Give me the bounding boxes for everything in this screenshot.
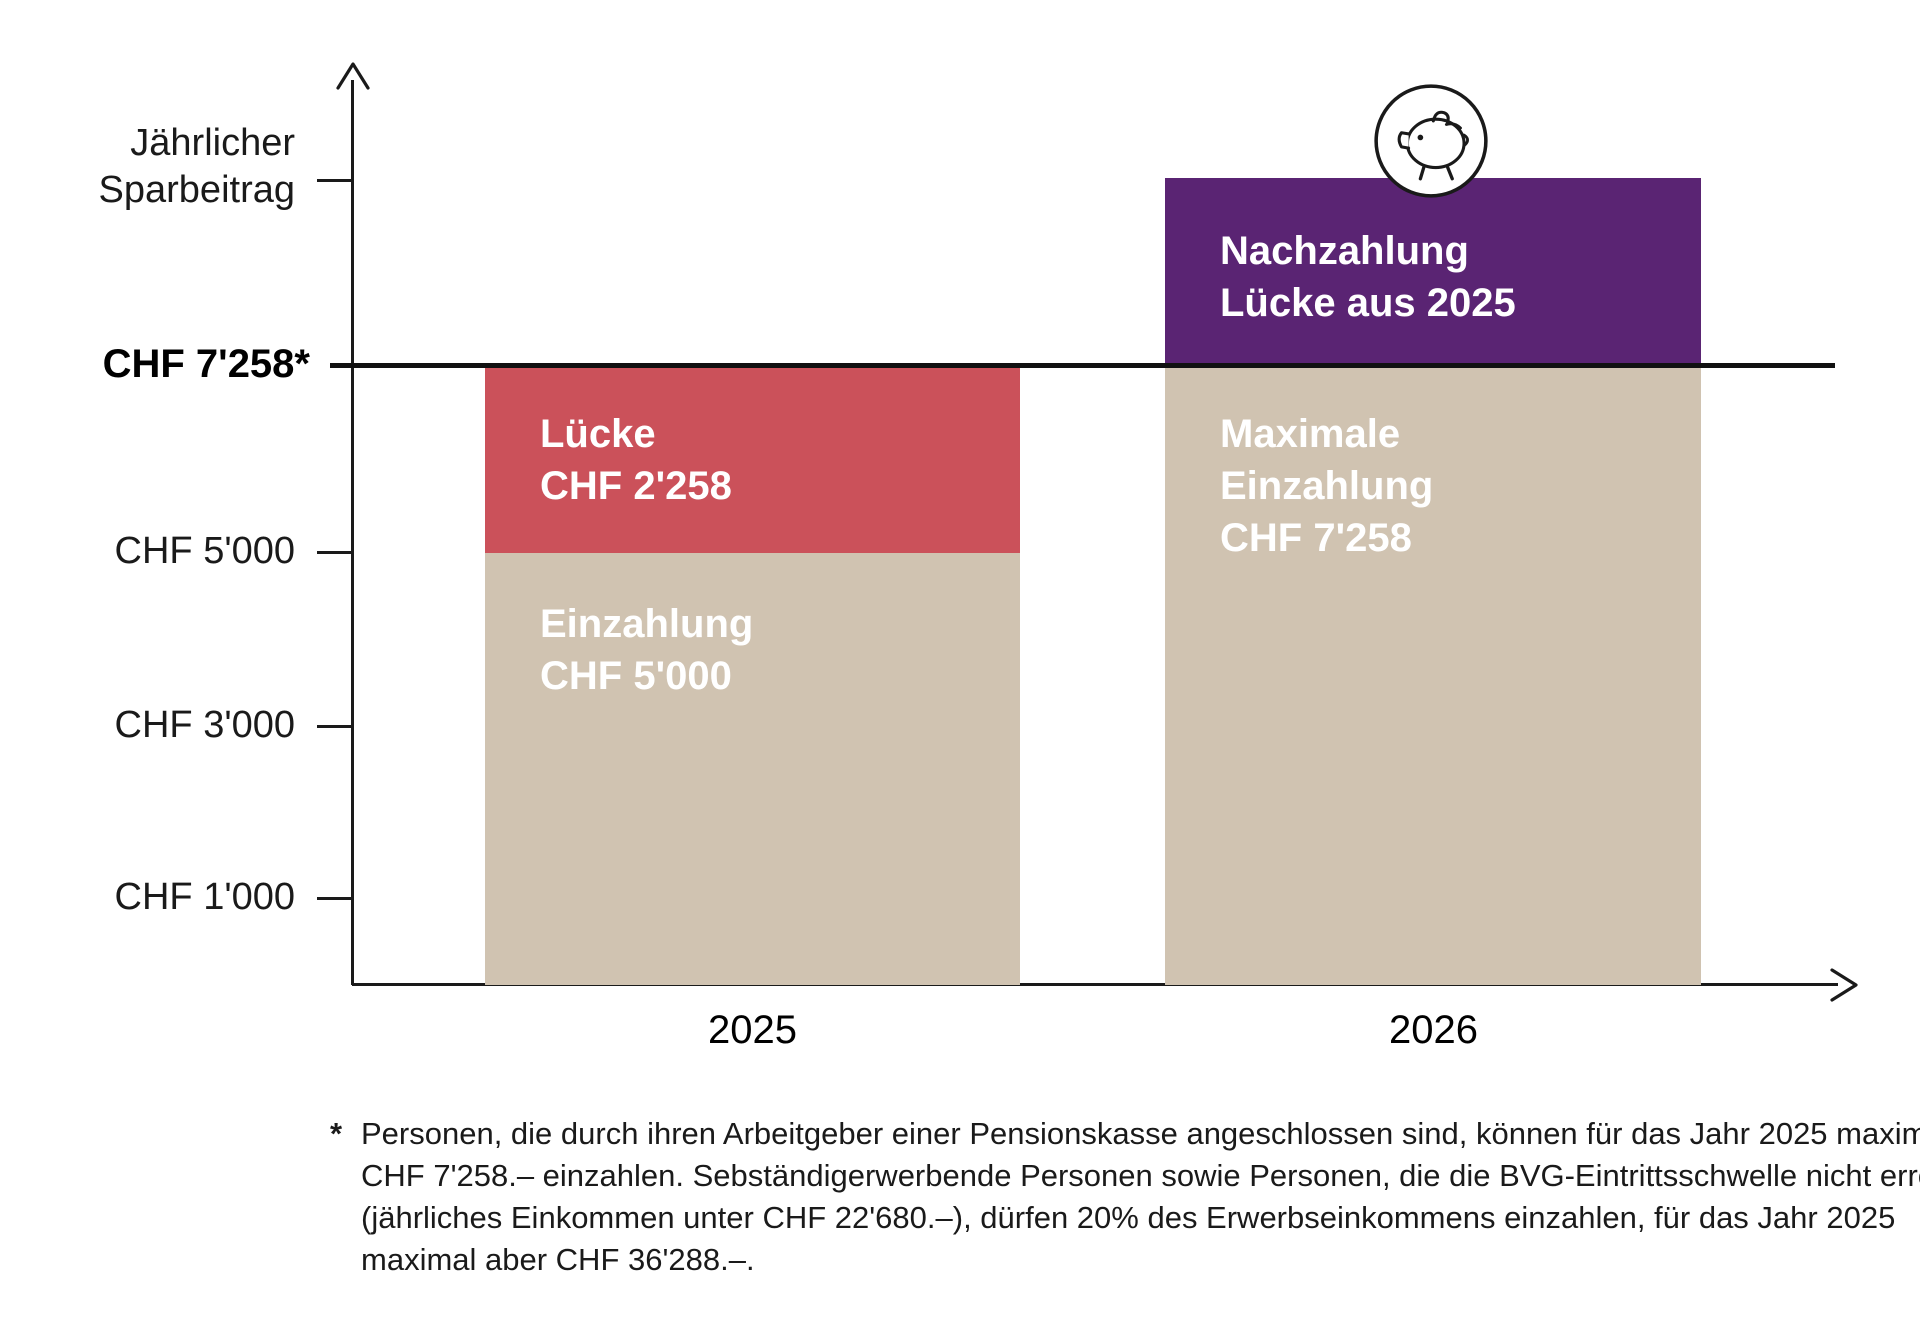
bar-2025-einzahlung-segment [485,553,1020,985]
y-axis-title: Jährlicher Sparbeitrag [0,120,295,214]
x-axis-arrow-icon [1830,968,1858,1002]
bar-2025-luecke-label: Lücke CHF 2'258 [540,408,732,512]
x-axis-line [352,983,1838,986]
ytick-label-3000: CHF 3'000 [114,704,295,746]
bar-2025-einzahlung-label-line1: Einzahlung [540,602,754,646]
y-axis-title-line1: Jährlicher [130,122,295,164]
bar-2026-nachzahlung-label-line2: Lücke aus 2025 [1220,281,1516,325]
bar-2026-einzahlung-label: Maximale Einzahlung CHF 7'258 [1220,408,1433,564]
ytick-label-7258: CHF 7'258* [102,342,310,386]
tick-sparbeitrag [317,179,352,182]
footnote-line-4: maximal aber CHF 36'288.–. [361,1242,755,1277]
footnote-line-2: CHF 7'258.– einzahlen. Sebständigerwerbe… [361,1158,1920,1193]
bar-2026-einzahlung-label-line1: Maximale [1220,412,1401,456]
bar-2025-luecke-label-line1: Lücke [540,412,656,456]
footnote-asterisk: * [330,1116,343,1151]
tick-3000 [317,725,352,728]
bar-2025-einzahlung-label-line2: CHF 5'000 [540,654,732,698]
tick-1000 [317,897,352,900]
footnote-line-1: Personen, die durch ihren Arbeitgeber ei… [361,1116,1920,1151]
bar-2026-nachzahlung-label-line1: Nachzahlung [1220,229,1469,273]
bar-2026-einzahlung-segment [1165,366,1701,985]
bar-2026-einzahlung-label-line3: CHF 7'258 [1220,516,1412,560]
y-axis-arrow-icon [336,62,370,90]
bar-2026-einzahlung-label-line2: Einzahlung [1220,464,1434,508]
y-axis-line [351,80,354,985]
footnote: * Personen, die durch ihren Arbeitgeber … [330,1113,1920,1281]
tick-5000 [317,551,352,554]
bar-2025-luecke-segment [485,365,1020,553]
ytick-label-1000: CHF 1'000 [114,876,295,918]
bar-2025-luecke-label-line2: CHF 2'258 [540,464,732,508]
ytick-label-5000: CHF 5'000 [114,530,295,572]
x-label-2025: 2025 [708,1008,797,1052]
footnote-text: Personen, die durch ihren Arbeitgeber ei… [361,1113,1920,1281]
y-axis-title-line2: Sparbeitrag [98,169,295,211]
bar-2025-einzahlung-label: Einzahlung CHF 5'000 [540,598,753,702]
limit-line-7258 [330,363,1835,368]
piggy-bank-icon [1374,84,1488,198]
bar-2026-nachzahlung-segment [1165,178,1701,366]
bar-2026-nachzahlung-label: Nachzahlung Lücke aus 2025 [1220,225,1516,329]
footnote-line-3: (jährliches Einkommen unter CHF 22'680.–… [361,1200,1896,1235]
x-label-2026: 2026 [1389,1008,1478,1052]
